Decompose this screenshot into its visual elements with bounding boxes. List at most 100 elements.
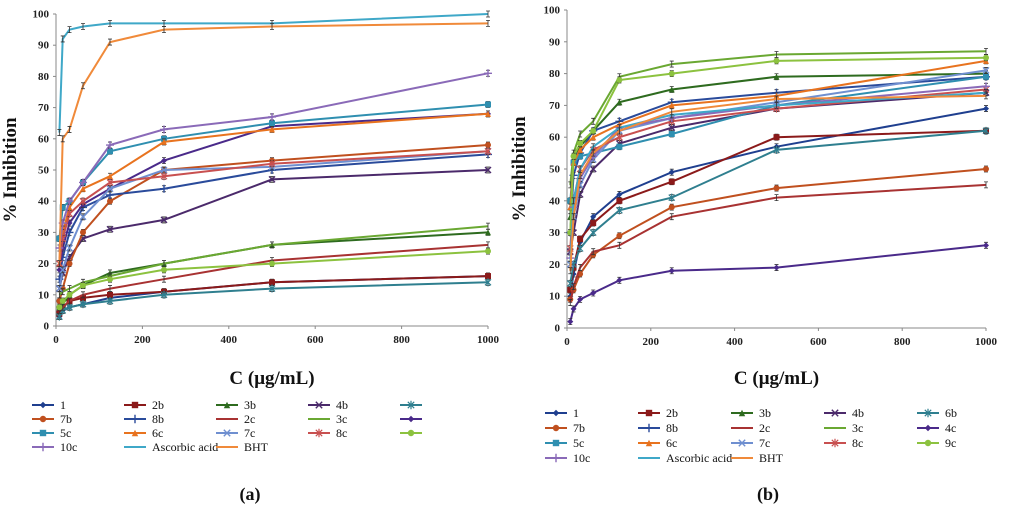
data-point — [66, 244, 73, 252]
series-2b — [56, 272, 491, 317]
series-line — [569, 59, 987, 208]
data-point — [577, 146, 584, 153]
legend-label: 6c — [152, 426, 163, 440]
data-point — [616, 99, 623, 106]
x-tick-label: 800 — [393, 334, 410, 346]
legend-marker — [924, 408, 932, 418]
legend-item: 7b — [545, 421, 585, 435]
data-point — [668, 178, 675, 185]
series-line — [58, 144, 489, 302]
legend-label: 3c — [852, 421, 863, 435]
x-tick-label: 0 — [564, 336, 570, 348]
data-point — [161, 266, 167, 273]
data-point — [59, 298, 66, 305]
data-point — [66, 260, 73, 267]
data-point — [590, 290, 597, 297]
error-bar — [617, 241, 622, 249]
data-point — [79, 300, 87, 309]
y-tick-label: 0 — [44, 321, 50, 333]
data-point — [668, 70, 675, 77]
legend-item — [400, 400, 422, 410]
legend-item: BHT — [216, 440, 269, 454]
legend-item: 1 — [32, 398, 66, 412]
legend-label: 1 — [60, 398, 66, 412]
legend-item: 4c — [917, 421, 956, 435]
x-axis-title: C (μg/mL) — [734, 368, 819, 389]
y-tick-label: 100 — [544, 5, 561, 17]
data-point — [79, 197, 87, 206]
series-bht — [57, 19, 490, 267]
data-point — [983, 242, 989, 249]
series-line — [569, 75, 987, 233]
legend-marker — [645, 439, 653, 447]
series-line — [569, 94, 987, 271]
legend-item — [400, 429, 422, 437]
legend-item: Ascorbic acid — [124, 440, 218, 454]
series-line — [58, 13, 489, 133]
legend: 1 2b 3b 4b 7b 8b 2c 3c 5c 6c 7c 8c 10c Ascorbic acid B… — [32, 398, 422, 454]
data-point — [160, 125, 168, 134]
error-bar — [67, 26, 72, 33]
data-point — [567, 318, 574, 325]
error-bar — [108, 19, 112, 27]
data-point — [668, 131, 675, 138]
y-tick-label: 80 — [549, 68, 561, 80]
y-tick-label: 90 — [38, 40, 50, 52]
data-point — [55, 285, 63, 293]
data-point — [268, 112, 276, 121]
legend-marker — [315, 428, 323, 438]
legend-item: 2c — [731, 421, 770, 435]
legend-item: 3c — [308, 412, 347, 426]
data-point — [79, 178, 87, 187]
series-line — [569, 244, 987, 322]
legend-label: 8c — [852, 436, 863, 450]
data-point — [616, 197, 623, 204]
legend-label: 10c — [60, 440, 77, 454]
error-bar — [578, 264, 583, 271]
data-point — [56, 304, 63, 311]
error-bar — [669, 213, 674, 221]
legend-label: 9c — [945, 436, 956, 450]
error-bar — [774, 194, 779, 202]
data-point — [576, 244, 584, 253]
data-point — [107, 173, 113, 180]
data-point — [485, 101, 491, 108]
legend-item: 8c — [824, 436, 863, 450]
data-point — [59, 266, 67, 274]
data-point — [485, 229, 491, 236]
error-bar — [81, 23, 85, 30]
y-axis-title: % Inhibition — [509, 116, 530, 222]
data-point — [615, 133, 623, 142]
data-point — [106, 225, 114, 233]
series-8c — [566, 85, 990, 253]
error-bar — [571, 213, 576, 221]
error-bar — [270, 23, 274, 30]
data-point — [773, 134, 780, 141]
error-bar — [591, 248, 596, 256]
legend-label: BHT — [759, 451, 784, 465]
error-bar — [486, 19, 490, 27]
data-point — [773, 73, 780, 80]
data-point — [668, 102, 675, 109]
data-point — [570, 305, 577, 312]
data-point — [577, 140, 584, 147]
data-point — [615, 206, 623, 215]
y-tick-label: 50 — [38, 165, 50, 177]
legend-item: 3c — [824, 421, 863, 435]
legend-label: 2b — [666, 406, 678, 420]
data-point — [589, 165, 597, 173]
legend-label: 6c — [666, 436, 677, 450]
x-tick-label: 0 — [53, 334, 59, 346]
data-point — [668, 169, 675, 176]
error-bar — [60, 288, 65, 296]
data-point — [616, 191, 623, 198]
error-bar — [774, 95, 779, 103]
series-4c — [567, 241, 989, 326]
data-point — [268, 284, 276, 293]
data-point — [66, 209, 73, 218]
data-point — [107, 276, 113, 283]
data-point — [160, 172, 168, 181]
series-line — [569, 91, 987, 252]
data-point — [485, 273, 491, 280]
error-bar — [81, 82, 85, 90]
